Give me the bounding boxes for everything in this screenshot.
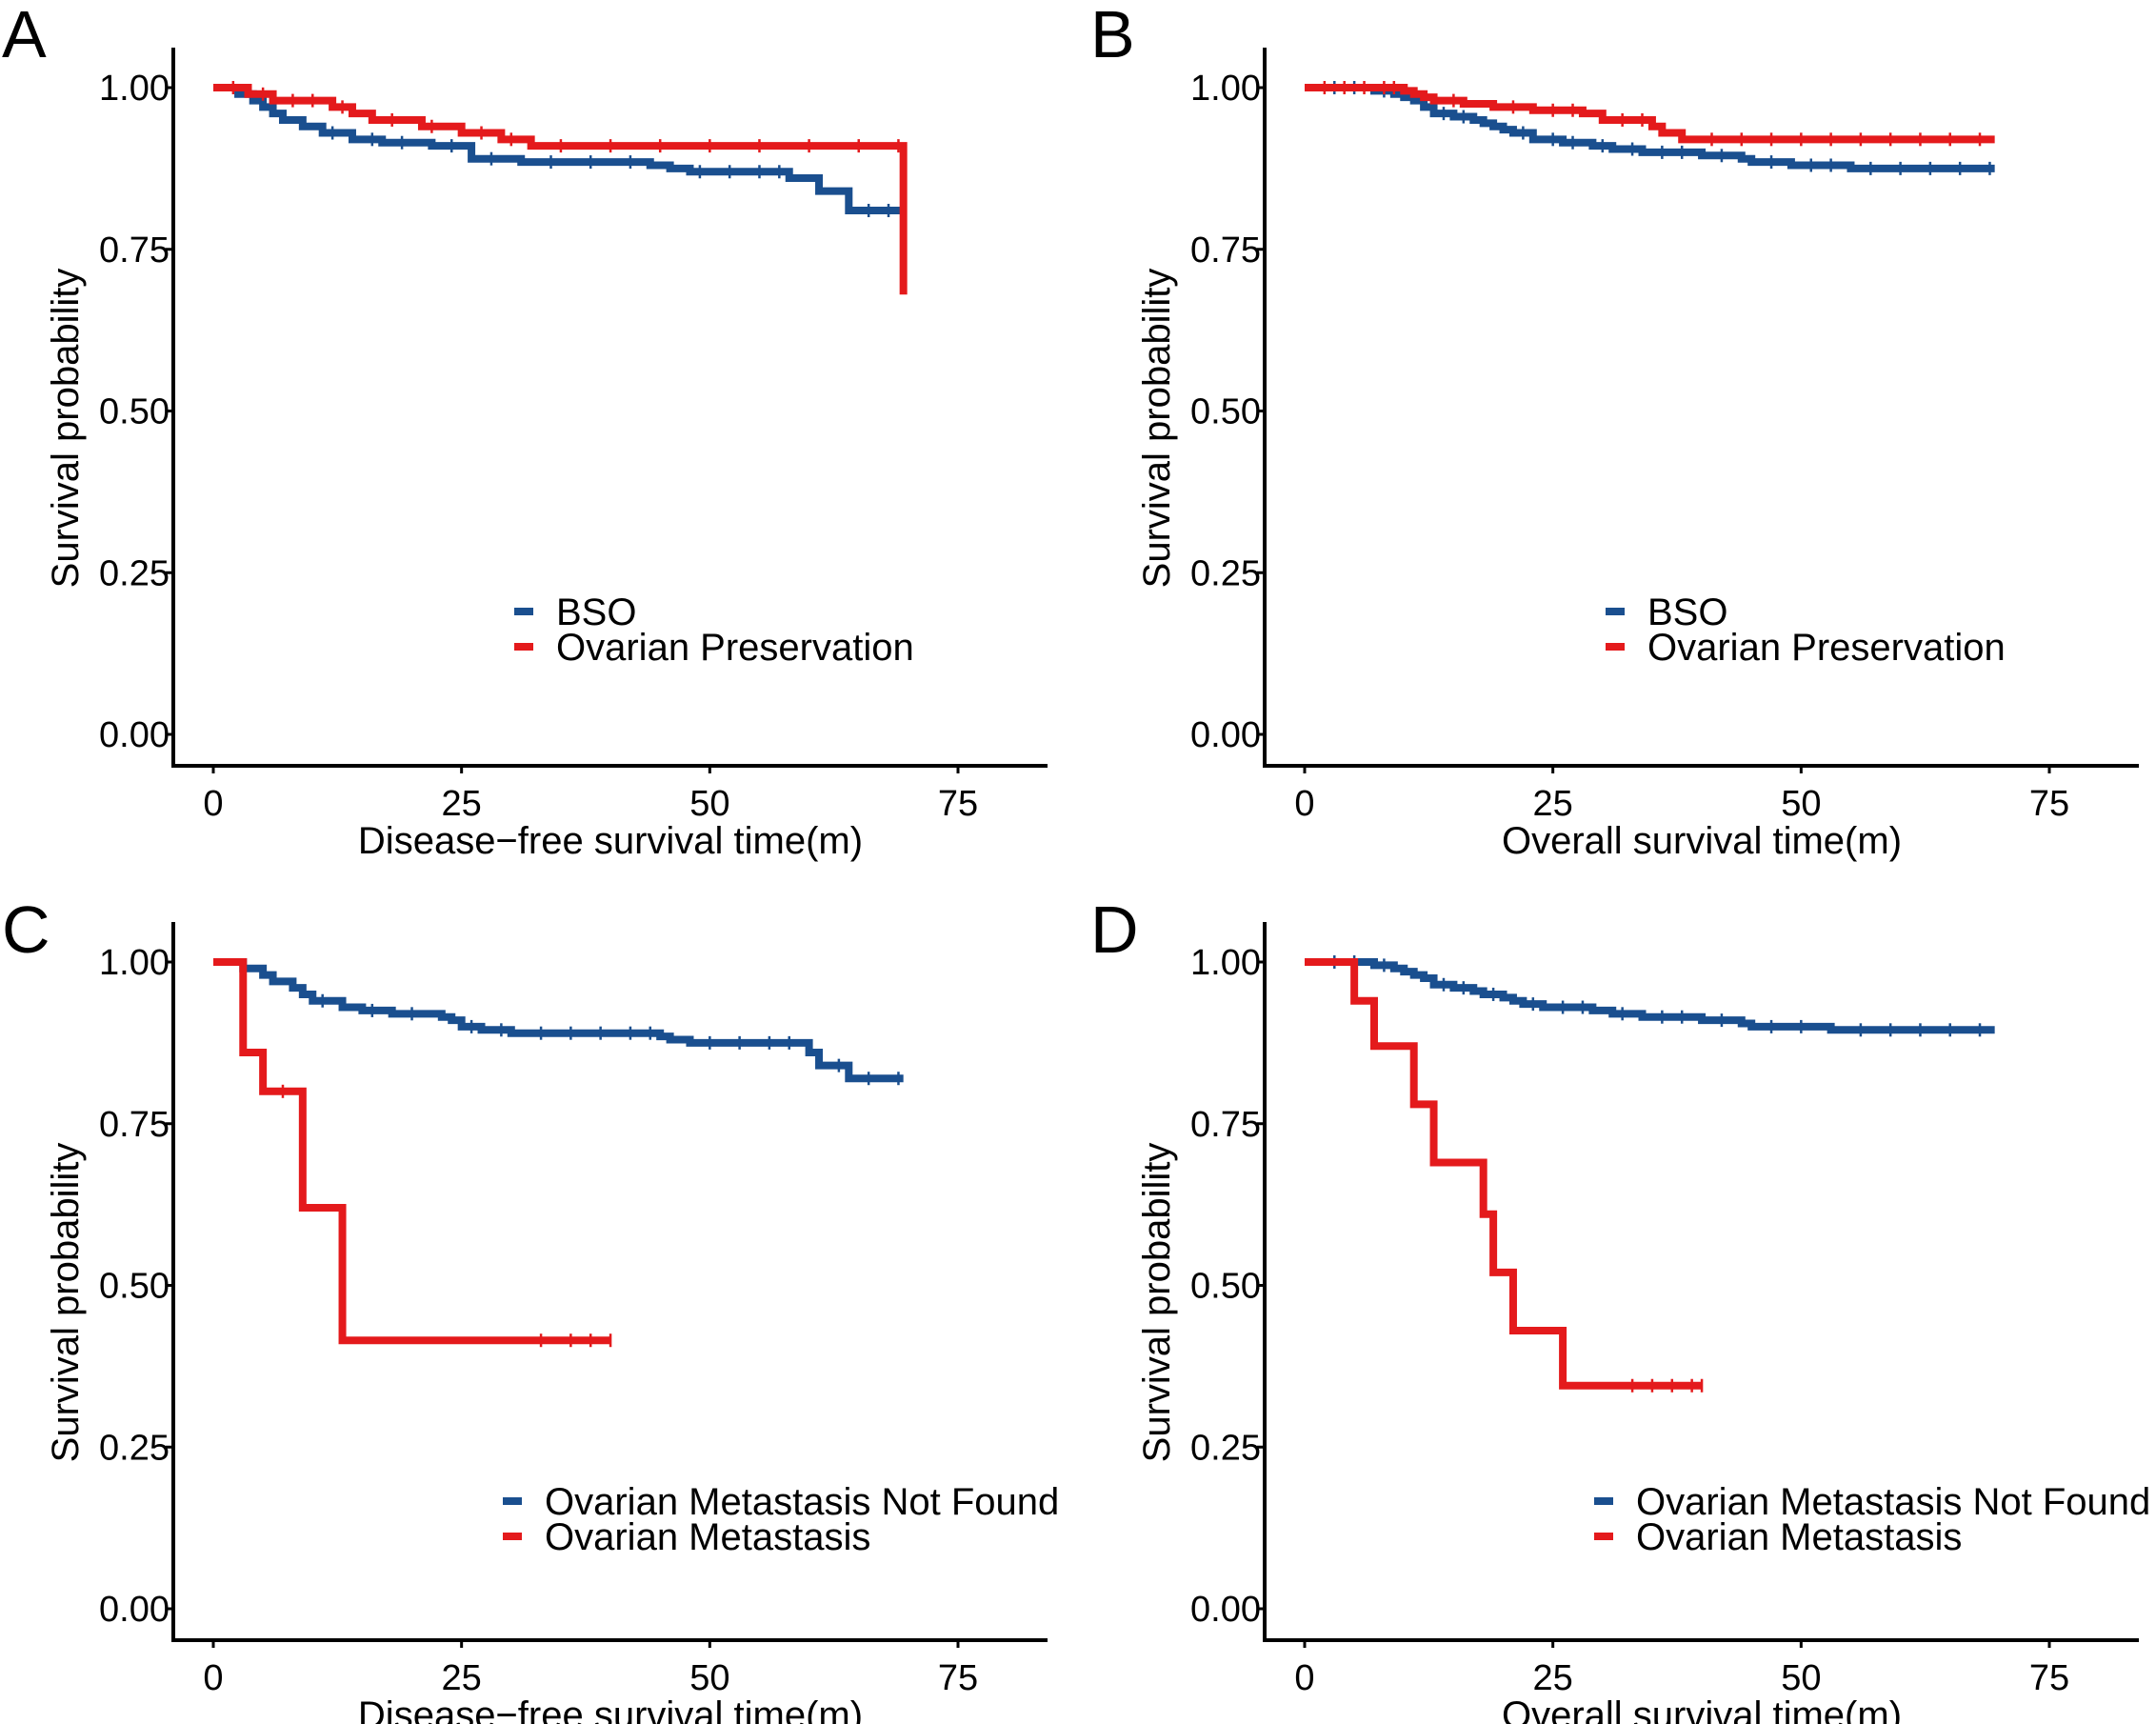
legend-label: Ovarian Metastasis Not Found <box>1636 1481 2150 1523</box>
legend-label: BSO <box>556 591 636 633</box>
legend-label: Ovarian Preservation <box>1647 627 2006 669</box>
panel-letter-c: C <box>2 892 50 967</box>
y-tick-label: 0.50 <box>1190 1267 1261 1307</box>
x-tick-label: 0 <box>203 1658 223 1698</box>
y-tick-label: 0.75 <box>1190 1105 1261 1145</box>
km-panels: 0.00 0.25 0.50 0.75 1.00 0 25 50 75 Disease−free … <box>45 48 2150 1724</box>
y-tick-label: 0.50 <box>1190 392 1261 432</box>
panel-a: 0.00 0.25 0.50 0.75 1.00 0 25 50 75 Disease−free … <box>45 48 1048 862</box>
y-tick-label: 0.25 <box>99 553 170 593</box>
y-tick-label: 0.00 <box>1190 1590 1261 1630</box>
panel-c: 0.00 0.25 0.50 0.75 1.00 0 25 50 75 Disease−free … <box>45 922 1059 1724</box>
x-tick-label: 50 <box>1781 1658 1821 1698</box>
y-tick-label: 1.00 <box>99 943 170 983</box>
x-axis-title: Disease−free survival time(m) <box>358 820 863 862</box>
y-tick-label: 0.50 <box>99 1267 170 1307</box>
y-tick-label: 0.50 <box>99 392 170 432</box>
x-tick-label: 25 <box>1533 784 1573 824</box>
y-axis-title: Survival probability <box>1136 1143 1178 1463</box>
km-curve-red <box>213 84 908 295</box>
x-tick-label: 50 <box>689 1658 729 1698</box>
panel-letter-a: A <box>2 0 47 71</box>
y-tick-label: 0.25 <box>99 1428 170 1468</box>
panel-letter-b: B <box>1090 0 1135 71</box>
x-axis-title: Overall survival time(m) <box>1502 1694 1902 1724</box>
x-tick-label: 50 <box>689 784 729 824</box>
y-axis-title: Survival probability <box>45 269 87 589</box>
km-curve-blue <box>1305 84 1995 172</box>
y-tick-label: 0.00 <box>99 715 170 755</box>
legend-label: Ovarian Preservation <box>556 627 914 669</box>
km-curve-red <box>1305 958 1703 1390</box>
x-tick-label: 0 <box>203 784 223 824</box>
km-curve-blue <box>213 84 904 215</box>
x-axis-title: Overall survival time(m) <box>1502 820 1902 862</box>
y-axis-title: Survival probability <box>45 1143 87 1463</box>
km-curve-blue <box>1305 958 1995 1034</box>
legend-label: Ovarian Metastasis <box>545 1516 870 1558</box>
y-tick-label: 0.25 <box>1190 1428 1261 1468</box>
x-tick-label: 25 <box>1533 1658 1573 1698</box>
y-axis-title: Survival probability <box>1136 269 1178 589</box>
x-tick-label: 0 <box>1294 784 1314 824</box>
panel-d: 0.00 0.25 0.50 0.75 1.00 0 25 50 75 Overall survi… <box>1136 922 2150 1724</box>
y-tick-label: 0.75 <box>99 1105 170 1145</box>
y-tick-label: 0.25 <box>1190 553 1261 593</box>
legend-label: Ovarian Metastasis Not Found <box>545 1481 1059 1523</box>
panel-b: 0.00 0.25 0.50 0.75 1.00 0 25 50 75 Overall survi… <box>1136 48 2139 862</box>
y-tick-label: 1.00 <box>99 69 170 109</box>
x-tick-label: 75 <box>2029 784 2069 824</box>
legend-label: BSO <box>1647 591 1727 633</box>
y-tick-label: 0.75 <box>99 231 170 271</box>
y-tick-label: 1.00 <box>1190 943 1261 983</box>
x-tick-label: 0 <box>1294 1658 1314 1698</box>
x-tick-label: 75 <box>2029 1658 2069 1698</box>
legend-label: Ovarian Metastasis <box>1636 1516 1962 1558</box>
x-tick-label: 25 <box>442 1658 482 1698</box>
y-tick-label: 0.00 <box>1190 715 1261 755</box>
panel-letter-d: D <box>1090 892 1139 967</box>
km-curve-blue <box>213 958 904 1083</box>
x-axis-title: Disease−free survival time(m) <box>358 1694 863 1724</box>
x-tick-label: 25 <box>442 784 482 824</box>
y-tick-label: 1.00 <box>1190 69 1261 109</box>
y-tick-label: 0.00 <box>99 1590 170 1630</box>
x-tick-label: 75 <box>938 1658 978 1698</box>
x-tick-label: 75 <box>938 784 978 824</box>
y-tick-label: 0.75 <box>1190 231 1261 271</box>
x-tick-label: 50 <box>1781 784 1821 824</box>
